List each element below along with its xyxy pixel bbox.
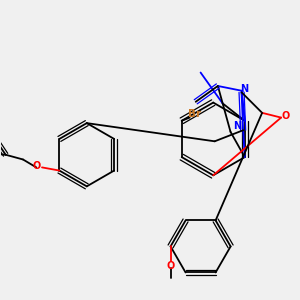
Text: O: O — [32, 161, 41, 171]
Text: N: N — [233, 122, 242, 131]
Text: O: O — [282, 111, 290, 121]
Text: Br: Br — [188, 110, 201, 119]
Text: N: N — [240, 83, 248, 94]
Text: O: O — [167, 261, 175, 272]
